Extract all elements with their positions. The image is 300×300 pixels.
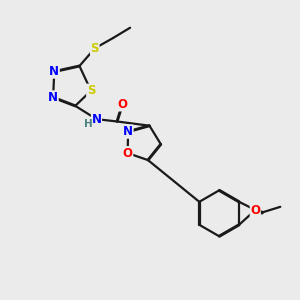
Text: N: N [48, 91, 58, 104]
Text: N: N [49, 65, 59, 78]
Text: O: O [123, 147, 133, 160]
Text: N: N [92, 112, 101, 126]
Text: O: O [117, 98, 128, 111]
Text: H: H [84, 119, 93, 129]
Text: S: S [91, 42, 99, 55]
Text: S: S [87, 84, 95, 97]
Text: N: N [123, 125, 133, 138]
Text: O: O [250, 204, 260, 217]
